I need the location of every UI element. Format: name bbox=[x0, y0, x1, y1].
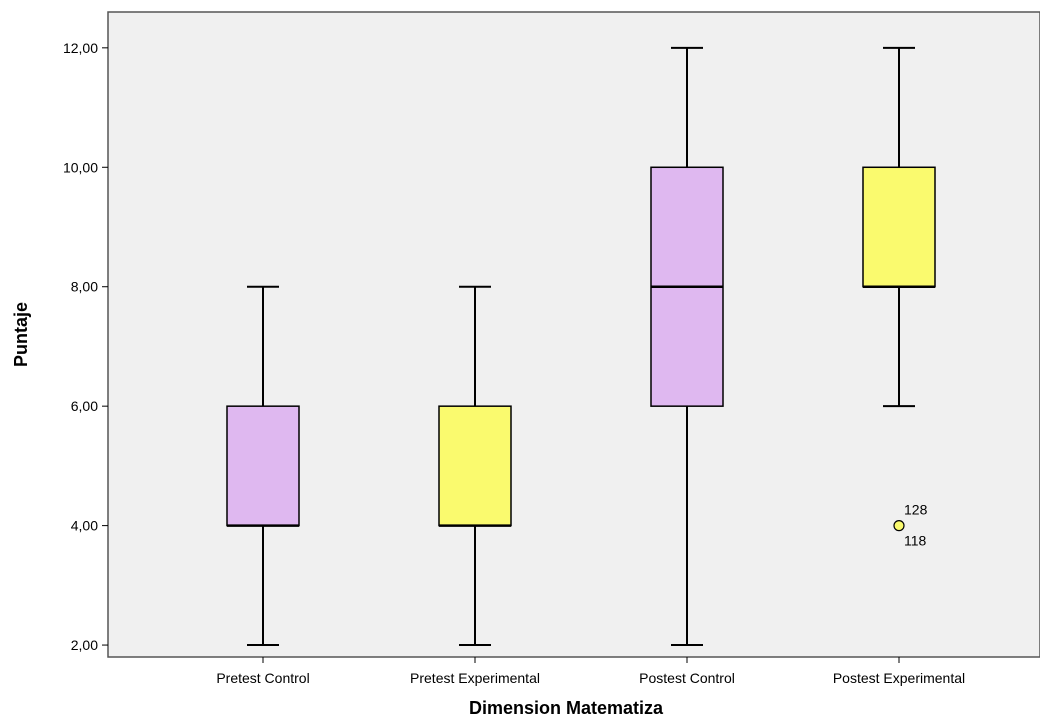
y-tick-label: 6,00 bbox=[71, 398, 98, 414]
x-tick-label: Postest Control bbox=[639, 670, 735, 686]
iqr-box bbox=[438, 405, 512, 527]
x-tick-label: Postest Experimental bbox=[833, 670, 965, 686]
y-tick-label: 4,00 bbox=[71, 518, 98, 534]
y-tick-label: 10,00 bbox=[63, 159, 98, 175]
outlier-label: 128 bbox=[904, 502, 928, 518]
iqr-box bbox=[862, 166, 936, 288]
x-axis: Pretest Control Pretest Experimental Poste… bbox=[216, 657, 965, 686]
y-axis-title: Puntaje bbox=[11, 302, 31, 367]
outlier-label: 118 bbox=[904, 533, 927, 549]
y-axis: 2,00 4,00 6,00 8,00 10,00 12,00 bbox=[63, 40, 108, 653]
plot-area bbox=[107, 11, 1040, 658]
iqr-box bbox=[226, 405, 300, 527]
outlier-point bbox=[893, 520, 905, 532]
x-tick-label: Pretest Experimental bbox=[410, 670, 540, 686]
box-2 bbox=[438, 285, 512, 647]
y-tick-label: 2,00 bbox=[71, 637, 98, 653]
outliers: 128 118 bbox=[893, 502, 928, 549]
box-3 bbox=[650, 46, 724, 647]
boxes bbox=[226, 46, 936, 647]
y-tick-label: 8,00 bbox=[71, 279, 98, 295]
box-1 bbox=[226, 285, 300, 647]
x-tick-label: Pretest Control bbox=[216, 670, 309, 686]
y-tick-label: 12,00 bbox=[63, 40, 98, 56]
box-4 bbox=[862, 46, 936, 408]
x-axis-title: Dimension Matematiza bbox=[469, 698, 664, 718]
